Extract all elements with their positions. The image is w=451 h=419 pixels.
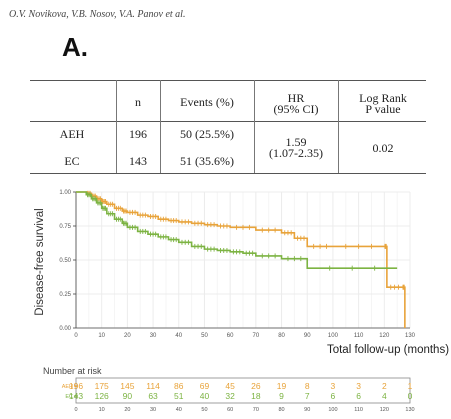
risk-value: 69 bbox=[200, 381, 210, 391]
y-tick-label: 0.75 bbox=[59, 224, 71, 230]
p-value: 0.02 bbox=[372, 141, 394, 155]
x-tick-label: 60 bbox=[227, 333, 234, 339]
x-tick-label: 100 bbox=[328, 333, 339, 339]
y-tick-label: 1.00 bbox=[59, 190, 71, 196]
risk-x-tick-label: 60 bbox=[227, 407, 233, 413]
x-tick-label: 40 bbox=[175, 333, 182, 339]
risk-value: 19 bbox=[277, 381, 287, 391]
y-tick-label: 0.25 bbox=[59, 292, 71, 298]
risk-value: 2 bbox=[382, 381, 387, 391]
risk-value: 7 bbox=[305, 391, 310, 401]
y-tick-label: 0.50 bbox=[59, 258, 71, 264]
risk-x-tick-label: 120 bbox=[380, 407, 389, 413]
table-divider-1 bbox=[116, 80, 117, 173]
risk-x-tick-label: 50 bbox=[201, 407, 207, 413]
chart-series bbox=[76, 190, 406, 328]
risk-x-tick-label: 10 bbox=[99, 407, 105, 413]
risk-value: 9 bbox=[279, 391, 284, 401]
row-events-aeh: 50 (25.5%) bbox=[180, 127, 234, 141]
risk-value: 26 bbox=[251, 381, 261, 391]
risk-row-label: AEH bbox=[62, 384, 73, 390]
risk-x-tick-label: 130 bbox=[405, 407, 414, 413]
header-pvalue: P value bbox=[365, 102, 401, 116]
risk-value: 196 bbox=[69, 381, 83, 391]
y-tick-label: 0.00 bbox=[59, 326, 71, 332]
header-n: n bbox=[135, 95, 141, 109]
x-tick-label: 90 bbox=[304, 333, 311, 339]
risk-x-tick-label: 30 bbox=[150, 407, 156, 413]
x-tick-label: 80 bbox=[278, 333, 285, 339]
header-logrank: Log Rank bbox=[359, 91, 407, 105]
x-tick-label: 50 bbox=[201, 333, 208, 339]
x-tick-label: 130 bbox=[405, 333, 416, 339]
authors-line: O.V. Novikova, V.B. Nosov, V.A. Panov et… bbox=[9, 9, 186, 20]
risk-x-tick-label: 100 bbox=[328, 407, 337, 413]
x-tick-label: 120 bbox=[379, 333, 390, 339]
risk-value: 51 bbox=[174, 391, 184, 401]
chart-axes: 0 10 20 30 40 50 60 70 80 90 100 110 120 130 0.00 0.25 0… bbox=[59, 190, 415, 339]
x-tick-label: 70 bbox=[253, 333, 260, 339]
risk-value: 143 bbox=[69, 391, 83, 401]
risk-value: 126 bbox=[95, 391, 109, 401]
risk-value: 4 bbox=[382, 391, 387, 401]
hr-ci: (1.07-2.35) bbox=[269, 146, 323, 160]
risk-row-label: EC bbox=[65, 394, 73, 400]
row-n-aeh: 196 bbox=[129, 127, 147, 141]
table-divider-4 bbox=[338, 80, 339, 173]
risk-table-frame bbox=[75, 377, 411, 404]
risk-value: 45 bbox=[225, 381, 235, 391]
header-events: Events (%) bbox=[180, 95, 234, 109]
row-group-aeh: AEH bbox=[59, 127, 85, 141]
risk-value: 86 bbox=[174, 381, 184, 391]
risk-value: 6 bbox=[331, 391, 336, 401]
risk-value: 3 bbox=[331, 381, 336, 391]
risk-value: 8 bbox=[305, 381, 310, 391]
series-line-ec bbox=[76, 191, 398, 269]
y-axis-label: Disease-free survival bbox=[34, 208, 46, 315]
table-divider-2 bbox=[160, 80, 161, 173]
risk-value: 18 bbox=[251, 391, 261, 401]
risk-x-tick-label: 90 bbox=[304, 407, 310, 413]
risk-value: 40 bbox=[200, 391, 210, 401]
table-header-rule bbox=[30, 121, 426, 122]
risk-value: 175 bbox=[95, 381, 109, 391]
risk-x-tick-label: 40 bbox=[176, 407, 182, 413]
header-hr: HR bbox=[287, 91, 305, 105]
risk-x-tick-label: 70 bbox=[253, 407, 259, 413]
x-tick-label: 0 bbox=[74, 333, 78, 339]
x-axis-label: Total follow-up (months) bbox=[327, 344, 449, 356]
risk-value: 1 bbox=[408, 381, 413, 391]
row-group-ec: EC bbox=[64, 154, 80, 168]
x-tick-label: 20 bbox=[124, 333, 131, 339]
risk-x-tick-label: 80 bbox=[278, 407, 284, 413]
risk-value: 32 bbox=[225, 391, 235, 401]
table-top-rule bbox=[30, 80, 426, 81]
table-bottom-rule bbox=[30, 173, 426, 174]
risk-x-tick-label: 110 bbox=[354, 407, 363, 413]
row-n-ec: 143 bbox=[129, 154, 147, 168]
risk-value: 6 bbox=[356, 391, 361, 401]
table-divider-3 bbox=[254, 80, 255, 173]
hr-value: 1.59 bbox=[285, 135, 307, 149]
risk-x-tick-label: 0 bbox=[74, 407, 77, 413]
risk-x-tick-label: 20 bbox=[124, 407, 130, 413]
x-tick-label: 10 bbox=[98, 333, 105, 339]
header-hr-ci: (95% CI) bbox=[273, 102, 319, 116]
risk-value: 114 bbox=[146, 381, 160, 391]
risk-value: 90 bbox=[123, 391, 133, 401]
risk-value: 63 bbox=[148, 391, 158, 401]
panel-label: A. bbox=[62, 32, 88, 62]
x-tick-label: 110 bbox=[354, 333, 364, 339]
risk-table-title: Number at risk bbox=[43, 366, 102, 376]
risk-value: 0 bbox=[408, 391, 413, 401]
risk-value: 3 bbox=[356, 381, 361, 391]
risk-value: 145 bbox=[120, 381, 134, 391]
row-events-ec: 51 (35.6%) bbox=[180, 154, 234, 168]
x-tick-label: 30 bbox=[150, 333, 157, 339]
